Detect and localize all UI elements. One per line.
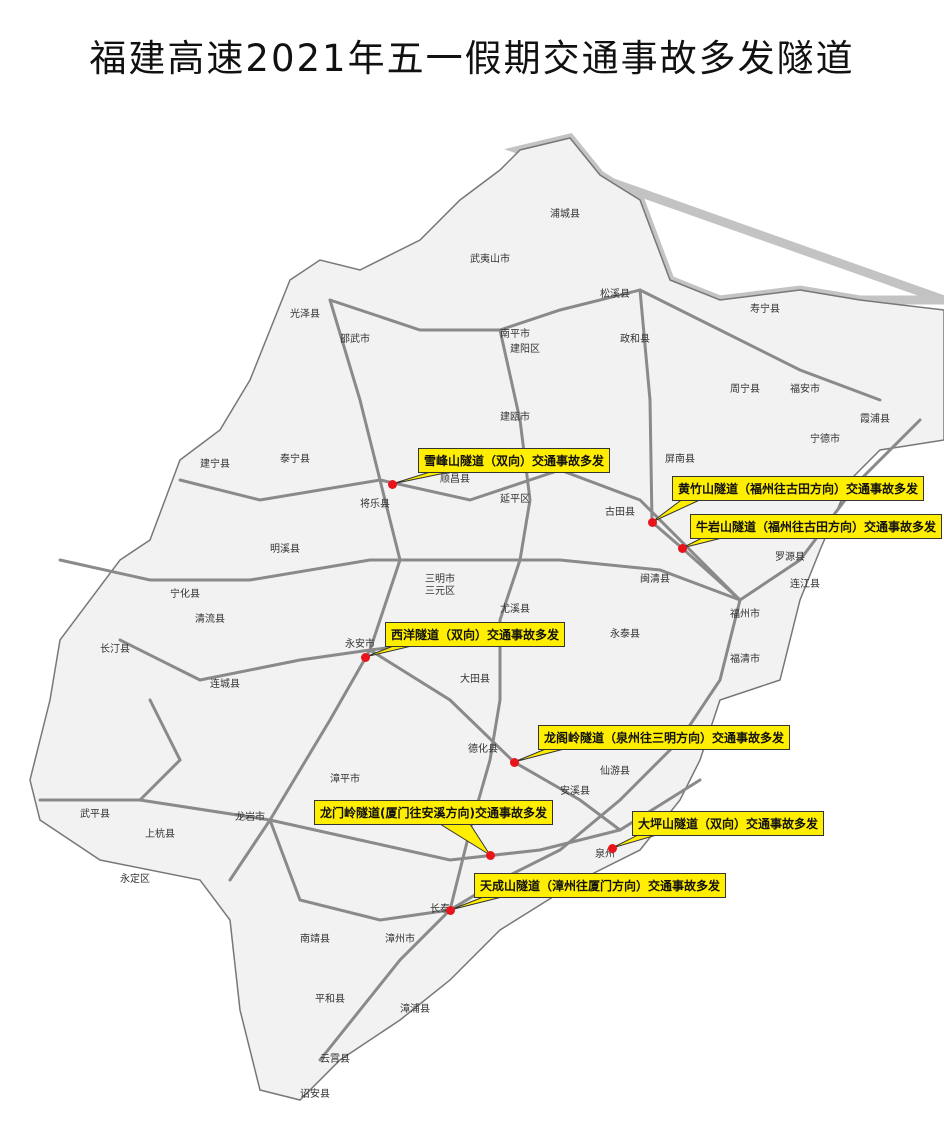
city-label: 安溪县: [560, 786, 590, 797]
city-label: 屏南县: [665, 454, 695, 465]
accident-marker: [648, 518, 657, 527]
city-label: 南靖县: [300, 934, 330, 945]
city-label: 明溪县: [270, 544, 300, 555]
city-label: 武平县: [80, 809, 110, 820]
city-label: 建阳区: [510, 344, 540, 355]
city-label: 永安市: [345, 639, 375, 650]
city-label: 邵武市: [340, 334, 370, 345]
city-label: 永泰县: [610, 629, 640, 640]
accident-marker: [486, 851, 495, 860]
city-label: 福清市: [730, 654, 760, 665]
city-label: 福州市: [730, 609, 760, 620]
city-label: 仙游县: [600, 766, 630, 777]
city-label: 宁化县: [170, 589, 200, 600]
city-label: 清流县: [195, 614, 225, 625]
city-label: 漳平市: [330, 774, 360, 785]
city-label: 漳州市: [385, 934, 415, 945]
accident-marker: [446, 906, 455, 915]
map-title: 福建高速2021年五一假期交通事故多发隧道: [89, 37, 855, 80]
city-label: 漳浦县: [400, 1004, 430, 1015]
city-label: 长泰: [430, 904, 450, 915]
city-label: 霞浦县: [860, 414, 890, 425]
city-label: 上杭县: [145, 829, 175, 840]
accident-marker: [361, 653, 370, 662]
city-label: 武夷山市: [470, 254, 510, 265]
province-area: [29, 137, 944, 1101]
city-label: 顺昌县: [440, 474, 470, 485]
city-label: 泰宁县: [280, 454, 310, 465]
callout-xuefengshan-tunnel: 雪峰山隧道（双向）交通事故多发: [418, 448, 611, 473]
city-label: 德化县: [468, 744, 498, 755]
city-label: 诏安县: [300, 1089, 330, 1100]
accident-marker: [608, 844, 617, 853]
city-label: 大田县: [460, 674, 490, 685]
callout-huangzhushan-tunnel: 黄竹山隧道（福州往古田方向）交通事故多发: [672, 476, 925, 501]
city-label: 将乐县: [360, 499, 390, 510]
city-label: 寿宁县: [750, 304, 780, 315]
city-label: 泉州: [595, 849, 615, 860]
accident-marker: [510, 758, 519, 767]
city-label: 连城县: [210, 679, 240, 690]
city-label: 建瓯市: [500, 412, 530, 423]
city-label: 长汀县: [100, 644, 130, 655]
city-label: 浦城县: [550, 209, 580, 220]
callout-dapingshan-tunnel: 大坪山隧道（双向）交通事故多发: [632, 811, 825, 836]
city-label: 福安市: [790, 384, 820, 395]
city-label: 松溪县: [600, 289, 630, 300]
city-label: 云霄县: [320, 1054, 350, 1065]
city-label: 连江县: [790, 579, 820, 590]
city-label: 三明市: [425, 574, 455, 585]
city-label: 周宁县: [730, 384, 760, 395]
city-label: 永定区: [120, 874, 150, 885]
city-label: 宁德市: [810, 434, 840, 445]
accident-marker: [678, 544, 687, 553]
city-label: 尤溪县: [500, 604, 530, 615]
callout-longmenling-tunnel: 龙门岭隧道(厦门往安溪方向)交通事故多发: [314, 800, 553, 825]
city-label: 闽清县: [640, 574, 670, 585]
city-label: 政和县: [620, 334, 650, 345]
city-label: 罗源县: [775, 552, 805, 563]
accident-marker: [388, 480, 397, 489]
callout-longgeling-tunnel: 龙阁岭隧道（泉州往三明方向）交通事故多发: [538, 725, 791, 750]
city-label: 建宁县: [200, 459, 230, 470]
city-label: 延平区: [500, 494, 530, 505]
city-label: 南平市: [500, 329, 530, 340]
city-label: 光泽县: [290, 309, 320, 320]
city-label: 龙岩市: [235, 812, 265, 823]
city-label: 三元区: [425, 586, 455, 597]
city-label: 平和县: [315, 994, 345, 1005]
callout-tianchengshan-tunnel: 天成山隧道（漳州往厦门方向）交通事故多发: [474, 873, 727, 898]
city-label: 古田县: [605, 507, 635, 518]
callout-xiyang-tunnel: 西洋隧道（双向）交通事故多发: [385, 622, 566, 647]
callout-niuyanshan-tunnel: 牛岩山隧道（福州往古田方向）交通事故多发: [690, 514, 943, 539]
